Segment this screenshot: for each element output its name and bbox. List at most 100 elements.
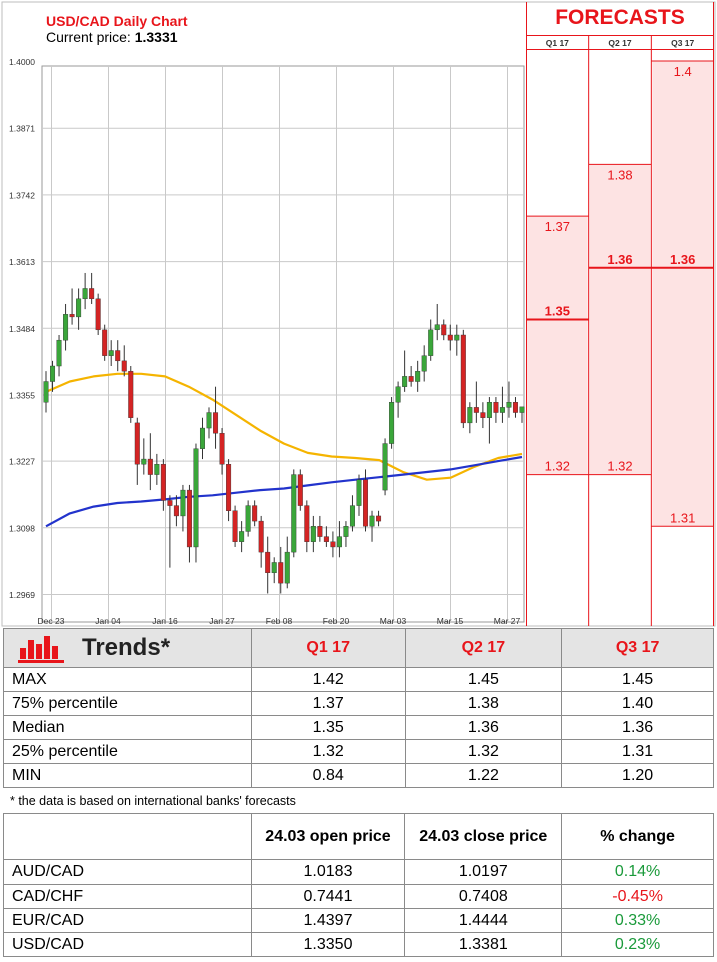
candle-body — [147, 458, 153, 475]
fx-header-cell: 24.03 close price — [404, 813, 563, 860]
candle-body — [167, 500, 173, 506]
trends-row-label: 75% percentile — [3, 691, 252, 716]
fx-table: 24.03 open price 24.03 close price % cha… — [3, 813, 714, 957]
candle-body — [76, 298, 82, 318]
y-tick-label: 1.3355 — [9, 390, 35, 400]
trends-value: 1.45 — [404, 667, 563, 692]
candle-body — [193, 448, 199, 548]
fx-open: 1.0183 — [250, 859, 406, 885]
trends-row: 25% percentile 1.32 1.32 1.31 — [3, 739, 714, 764]
x-tick-label: Jan 16 — [152, 616, 178, 626]
candle-body — [454, 334, 460, 341]
candle-body — [421, 355, 427, 372]
forecast-range-band — [652, 61, 713, 527]
trends-row: 75% percentile 1.37 1.38 1.40 — [3, 691, 714, 716]
forecast-high-label: 1.38 — [607, 167, 632, 182]
forecast-quarter-label: Q3 17 — [671, 38, 694, 48]
candle-body — [173, 505, 179, 517]
fx-header-row: 24.03 open price 24.03 close price % cha… — [3, 813, 714, 860]
candle-body — [519, 406, 525, 413]
candle-body — [467, 407, 473, 424]
candle-body — [82, 288, 88, 300]
candle-body — [336, 536, 342, 548]
trends-value: 1.20 — [561, 763, 714, 788]
y-tick-label: 1.3484 — [9, 324, 35, 334]
y-tick-label: 1.3871 — [9, 124, 35, 134]
candle-body — [186, 489, 192, 548]
candle-body — [128, 370, 134, 418]
candle-body — [219, 433, 225, 465]
trends-value: 0.84 — [250, 763, 406, 788]
fx-close: 1.0197 — [404, 859, 563, 885]
candle-body — [512, 402, 518, 413]
forecast-quarter-label: Q1 17 — [546, 38, 569, 48]
chart-frame — [1, 1, 716, 627]
candle-body — [252, 505, 258, 522]
trends-label: Trends* — [82, 634, 171, 661]
y-tick-label: 1.3742 — [9, 190, 35, 200]
candle-body — [356, 479, 362, 506]
candle-body — [317, 526, 323, 537]
x-tick-label: Jan 04 — [95, 616, 121, 626]
forecasts-title: FORECASTS — [555, 6, 685, 29]
x-tick-label: Mar 27 — [494, 616, 521, 626]
fx-pair: EUR/CAD — [3, 908, 252, 933]
trends-table: Trends* Q1 17 Q2 17 Q3 17 MAX 1.42 1.45 … — [3, 628, 714, 788]
trends-quarter-header: Q1 17 — [250, 628, 406, 668]
candle-body — [434, 324, 440, 331]
candle-body — [206, 412, 212, 429]
candle-body — [95, 298, 101, 331]
trends-row: Median 1.35 1.36 1.36 — [3, 715, 714, 740]
current-price: Current price: 1.3331 — [46, 29, 178, 45]
forecast-quarter-label: Q2 17 — [608, 38, 631, 48]
trends-row-label: MAX — [3, 667, 252, 692]
candle-body — [141, 458, 147, 465]
price-chart: 1.4000 1.3871 1.3742 1.3613 1.3484 1.3355 1.32… — [1, 1, 716, 627]
candle-body — [343, 526, 349, 537]
forecast-range-band — [589, 164, 651, 475]
forecast-range-band — [527, 216, 588, 475]
fx-close: 0.7408 — [404, 884, 563, 909]
candle-body — [232, 510, 238, 542]
trends-quarter-header: Q3 17 — [561, 628, 714, 668]
fx-header-cell: % change — [561, 813, 714, 860]
candle-body — [63, 314, 69, 341]
candle-body — [473, 407, 479, 413]
bar-chart-icon — [18, 636, 64, 663]
y-tick-label: 1.3613 — [9, 257, 35, 267]
trends-header-cell: Trends* — [3, 628, 252, 668]
candle-body — [108, 350, 114, 356]
candle-body — [402, 376, 408, 387]
fx-row: AUD/CAD 1.0183 1.0197 0.14% — [3, 859, 714, 885]
fx-pair: AUD/CAD — [3, 859, 252, 885]
candle-body — [441, 324, 447, 336]
candle-body — [415, 370, 421, 382]
candle-body — [493, 402, 499, 413]
candle-body — [69, 314, 75, 318]
candle-body — [506, 402, 512, 408]
trends-value: 1.22 — [404, 763, 563, 788]
trends-value: 1.35 — [250, 715, 406, 740]
trends-row-label: 25% percentile — [3, 739, 252, 764]
candle-body — [271, 562, 277, 574]
forecast-high-label: 1.4 — [674, 64, 692, 79]
fx-close: 1.3381 — [404, 932, 563, 957]
candle-body — [43, 381, 49, 403]
candle-body — [56, 339, 62, 367]
candle-body — [134, 422, 140, 465]
trends-row: MAX 1.42 1.45 1.45 — [3, 667, 714, 692]
candle-body — [180, 489, 186, 517]
trends-value: 1.32 — [250, 739, 406, 764]
candle-body — [395, 386, 401, 403]
candle-body — [89, 288, 95, 300]
candle-body — [480, 412, 486, 418]
candle-body — [330, 541, 336, 548]
trends-value: 1.32 — [404, 739, 563, 764]
trends-value: 1.37 — [250, 691, 406, 716]
candle-body — [102, 329, 108, 356]
fx-open: 1.4397 — [250, 908, 406, 933]
candle-body — [291, 474, 297, 553]
candle-body — [363, 479, 369, 527]
candle-body — [199, 427, 205, 449]
fx-pair: CAD/CHF — [3, 884, 252, 909]
